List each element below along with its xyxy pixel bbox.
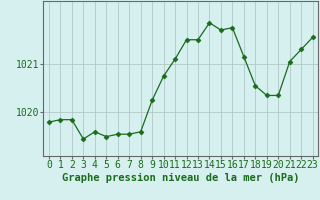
- X-axis label: Graphe pression niveau de la mer (hPa): Graphe pression niveau de la mer (hPa): [62, 173, 300, 183]
